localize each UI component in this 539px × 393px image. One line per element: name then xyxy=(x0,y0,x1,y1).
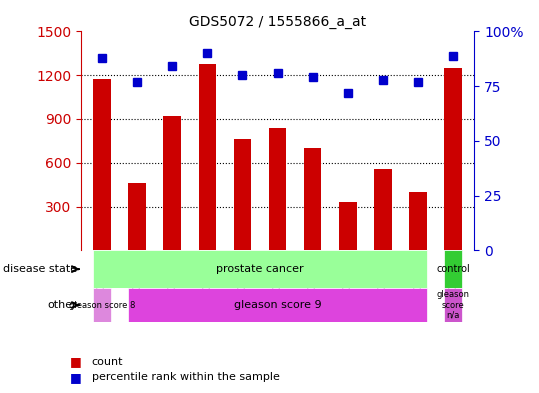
Text: gleason score 8: gleason score 8 xyxy=(69,301,135,310)
Text: prostate cancer: prostate cancer xyxy=(216,264,304,274)
Text: count: count xyxy=(92,356,123,367)
Bar xyxy=(234,140,251,250)
Text: gleason
score
n/a: gleason score n/a xyxy=(437,290,470,320)
FancyBboxPatch shape xyxy=(445,250,462,288)
Bar xyxy=(339,202,357,250)
Bar xyxy=(93,79,110,250)
Text: ■: ■ xyxy=(70,355,82,368)
Bar xyxy=(269,128,286,250)
Bar xyxy=(128,183,146,250)
Bar xyxy=(304,148,321,250)
Bar xyxy=(163,116,181,250)
FancyBboxPatch shape xyxy=(128,288,427,322)
Title: GDS5072 / 1555866_a_at: GDS5072 / 1555866_a_at xyxy=(189,15,366,29)
Text: other: other xyxy=(47,300,77,310)
Bar xyxy=(374,169,392,250)
Text: control: control xyxy=(437,264,470,274)
Text: ■: ■ xyxy=(70,371,82,384)
Bar xyxy=(198,64,216,250)
Bar xyxy=(445,68,462,250)
FancyBboxPatch shape xyxy=(445,288,462,322)
FancyBboxPatch shape xyxy=(93,288,110,322)
Text: percentile rank within the sample: percentile rank within the sample xyxy=(92,372,280,382)
Bar xyxy=(409,192,427,250)
FancyBboxPatch shape xyxy=(93,250,427,288)
Text: gleason score 9: gleason score 9 xyxy=(234,300,321,310)
Text: disease state: disease state xyxy=(3,264,77,274)
